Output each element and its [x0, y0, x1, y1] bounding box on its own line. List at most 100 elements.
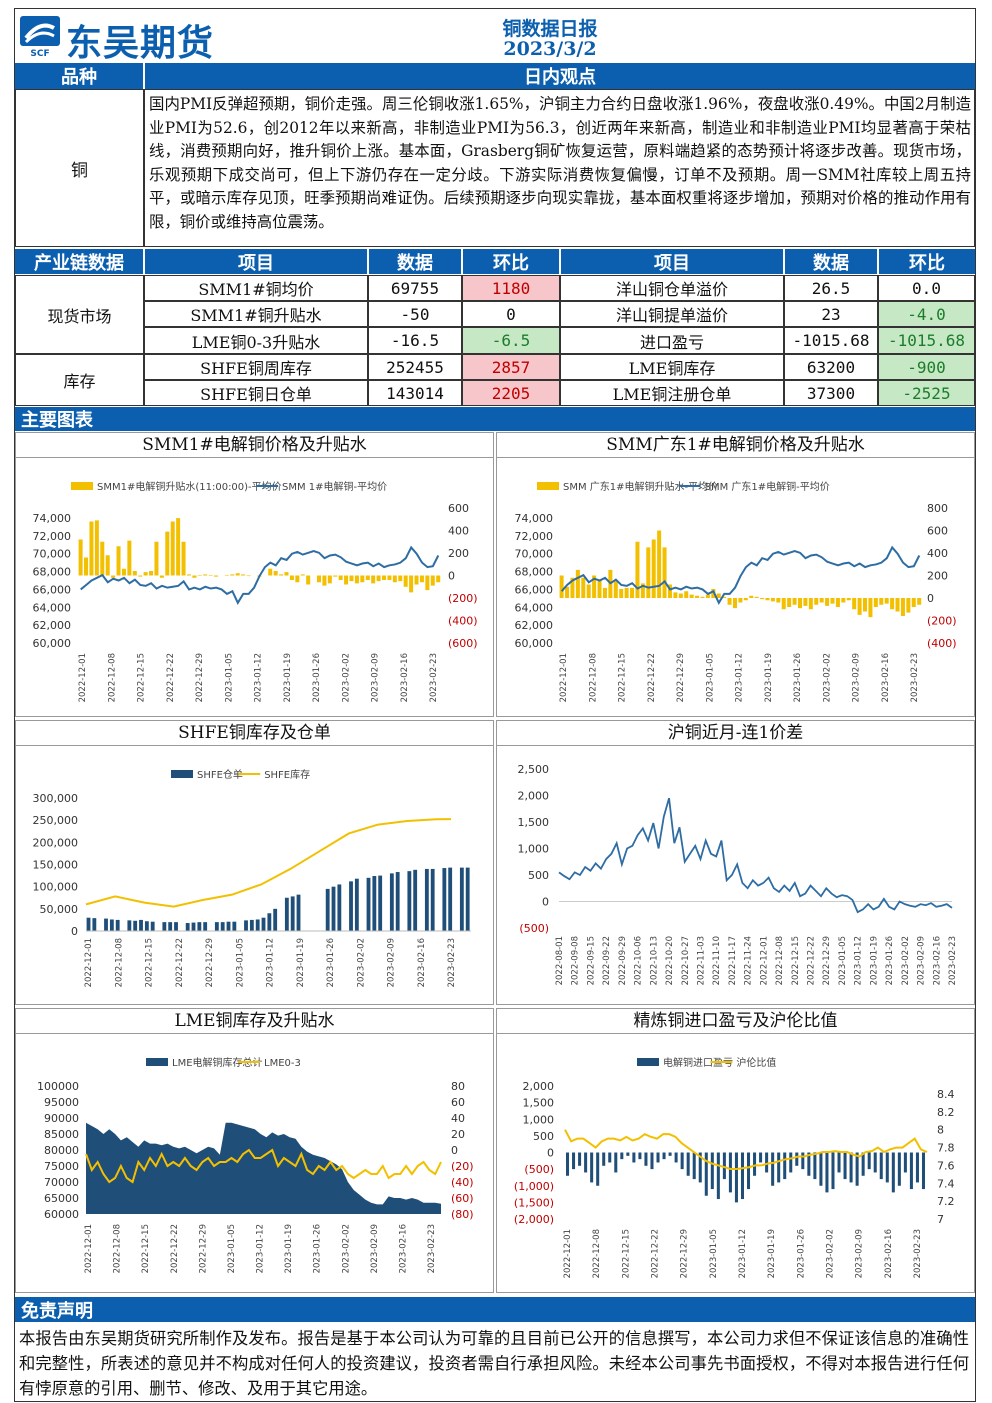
x-tick-label: 2022-12-01: [759, 936, 769, 985]
price-line: [560, 545, 921, 605]
profit-bar: [632, 1152, 636, 1163]
premium-bar: [78, 539, 83, 576]
chart-svg: SMM1#电解铜升贴水(11:00:00)-平均价 SMM 1#电解铜-平均价 74…: [33, 480, 478, 702]
y-left-label: 64,000: [515, 601, 554, 614]
table-change-3-2: 2857: [462, 354, 560, 380]
profit-bar: [753, 1152, 757, 1176]
legend-swatch: [146, 1058, 168, 1066]
warrant-bar: [325, 888, 330, 931]
warrant-bar: [366, 877, 371, 931]
legend-label: SMM 广东1#电解铜升贴水-平均价: [563, 480, 718, 493]
premium-bar: [727, 598, 732, 605]
premium-bar: [797, 598, 803, 609]
x-tick-label: 2023-02-23: [913, 1229, 923, 1278]
warrant-bar: [249, 919, 254, 931]
premium-bar: [327, 575, 332, 584]
warrant-bar: [139, 919, 143, 931]
premium-bar: [371, 575, 376, 584]
table-item-0-3: 洋山铜仓单溢价: [560, 275, 784, 301]
x-tick-label: 2023-01-26: [326, 938, 336, 987]
x-tick-label: 2023-01-05: [224, 653, 234, 702]
y-left-label: 2,500: [518, 763, 550, 776]
y-right-label: 600: [927, 525, 948, 538]
warrant-bar: [226, 921, 231, 931]
x-tick-label: 2023-01-12: [854, 936, 864, 985]
y-left-label: 0: [547, 1147, 554, 1160]
x-tick-label: 2022-11-10: [712, 936, 722, 985]
premium-bar: [300, 574, 305, 576]
x-tick-label: 2023-02-09: [387, 938, 397, 987]
premium-bar: [586, 584, 591, 598]
x-tick-label: 2022-12-08: [592, 1229, 602, 1278]
profit-bar: [686, 1152, 690, 1176]
x-tick-label: 2022-12-01: [78, 653, 88, 702]
table-value-0-4: 26.5: [784, 275, 878, 301]
profit-bar: [722, 1152, 726, 1180]
premium-bar: [705, 594, 710, 598]
premium-bar: [597, 580, 602, 598]
inventory-line: [85, 818, 452, 908]
x-tick-label: 2023-02-23: [429, 653, 439, 702]
premium-bar: [273, 571, 278, 576]
profit-bar: [710, 1152, 714, 1190]
premium-bar: [100, 541, 105, 576]
premium-bar: [322, 575, 327, 586]
table-change-2-2: -6.5: [462, 327, 560, 354]
ratio-line: [564, 1129, 928, 1170]
premium-bar: [803, 598, 808, 606]
profit-bar: [915, 1152, 919, 1183]
legend-label: 沪伦比值: [736, 1056, 776, 1069]
table-header-item1: 项目: [145, 249, 367, 274]
chart-smm-guangdong-price-premium: SMM广东1#电解铜价格及升贴水 SMM 广东1#电解铜升贴水-平均价 SMM 广…: [496, 432, 975, 717]
y-right-label: 7: [937, 1213, 944, 1226]
x-tick-label: 2022-12-15: [618, 653, 628, 702]
profit-bar: [819, 1152, 823, 1186]
y-left-label: 0: [542, 896, 549, 909]
y-right-label: 7.6: [937, 1159, 955, 1172]
table-change-1-2: 0: [462, 301, 560, 327]
premium-bar: [268, 568, 273, 576]
premium-bar: [792, 598, 797, 605]
x-tick-label: 2023-01-12: [735, 653, 745, 702]
profit-bar: [590, 1152, 594, 1183]
warrant-bar: [273, 908, 278, 931]
y-left-label: 75000: [44, 1160, 79, 1173]
profit-bar: [789, 1152, 793, 1173]
legend-label: LME电解铜库存总计: [172, 1056, 263, 1069]
profit-bar: [897, 1152, 901, 1186]
warrant-bar: [115, 919, 120, 931]
x-tick-label: 2022-12-22: [651, 1229, 661, 1278]
premium-bar: [781, 598, 786, 610]
x-tick-label: 2023-01-19: [767, 1229, 777, 1278]
warrant-bar: [185, 923, 190, 931]
y-left-label: 62,000: [515, 619, 554, 632]
logo-sub-text: SCF: [30, 49, 49, 58]
profit-bar: [740, 1152, 744, 1200]
table-header-item2: 项目: [561, 249, 783, 274]
premium-bar: [857, 598, 862, 615]
x-tick-label: 2022-12-08: [588, 653, 598, 702]
profit-bar: [662, 1152, 666, 1160]
premium-bar: [149, 571, 154, 576]
y-right-label: 400: [927, 547, 948, 560]
y-right-label: (20): [451, 1160, 474, 1173]
x-tick-label: 2023-01-05: [709, 1229, 719, 1278]
y-left-label: 95000: [44, 1096, 79, 1109]
profit-bar: [777, 1152, 781, 1183]
profit-bar: [656, 1152, 660, 1163]
x-tick-label: 2023-01-19: [764, 653, 774, 702]
x-tick-label: 2023-02-02: [822, 653, 832, 702]
x-tick-label: 2022-12-22: [166, 653, 176, 702]
premium-bar: [895, 598, 900, 612]
profit-bar: [759, 1152, 763, 1163]
x-tick-label: 2022-12-15: [137, 653, 147, 702]
premium-bar: [387, 575, 392, 580]
x-tick-label: 2022-09-29: [618, 936, 628, 985]
warrant-bar: [150, 921, 155, 931]
premium-bar: [830, 598, 835, 604]
x-tick-label: 2023-01-12: [256, 1224, 266, 1273]
premium-bar: [770, 598, 775, 602]
legend-label: SHFE库存: [264, 768, 310, 781]
x-tick-label: 2023-02-16: [932, 936, 942, 985]
table-change-2-5: -1015.68: [878, 327, 975, 354]
